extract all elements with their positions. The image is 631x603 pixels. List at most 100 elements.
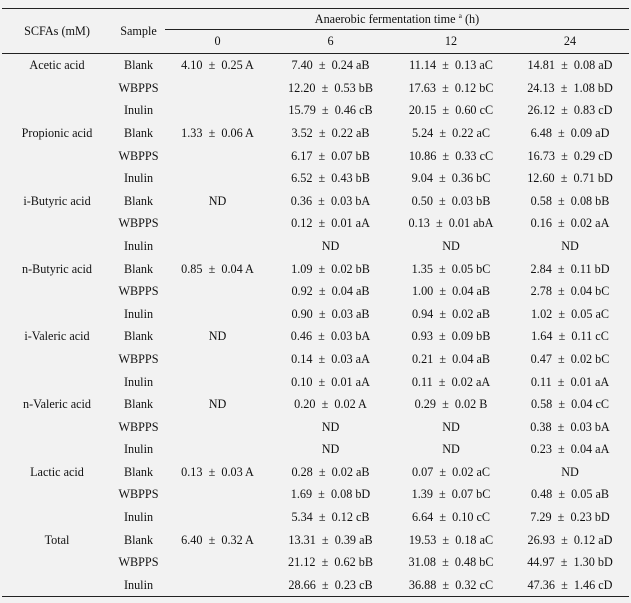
value-cell-6h: 13.31 ± 0.39 aB <box>288 532 373 547</box>
value-cell-0h <box>165 551 270 574</box>
value-cell-24h: 1.64 ± 0.11 cC <box>531 329 609 344</box>
value-cell-0h <box>165 370 270 393</box>
value-cell-12h: 19.53 ± 0.18 aC <box>408 532 494 547</box>
table-row: n-Valeric acid Blank ND 0.20 ± 0.02 A 0.29 ±… <box>2 393 629 416</box>
value-cell-6h: 12.20 ± 0.53 bB <box>288 80 373 95</box>
value-cell-6h: 15.79 ± 0.46 cB <box>288 103 373 118</box>
value-cell-0h <box>165 416 270 439</box>
header-time-0: 0 <box>214 34 221 49</box>
value-cell-0h: ND <box>208 397 227 412</box>
table-row: WBPPS 0.14 ± 0.03 aA 0.21 ± 0.04 aB 0.47 ± … <box>2 348 629 371</box>
acid-cell: Acetic acid <box>29 58 85 73</box>
value-cell-24h: 26.12 ± 0.83 cD <box>527 103 613 118</box>
sample-cell: WBPPS <box>118 351 159 366</box>
value-cell-0h <box>165 438 270 461</box>
sample-cell: Blank <box>123 397 154 412</box>
value-cell-0h: 1.33 ± 0.06 A <box>181 125 254 140</box>
value-cell-24h: 24.13 ± 1.08 bD <box>527 80 613 95</box>
value-cell-24h: 44.97 ± 1.30 bD <box>527 555 613 570</box>
header-time-unit: (h) <box>465 12 480 27</box>
value-cell-24h: 0.58 ± 0.04 cC <box>530 397 610 412</box>
acid-cell: i-Valeric acid <box>24 329 90 344</box>
sample-cell: Inulin <box>123 306 154 321</box>
header-time-label: Anaerobic fermentation time <box>314 12 456 27</box>
value-cell-12h: 6.64 ± 0.10 cC <box>411 510 491 525</box>
value-cell-6h: ND <box>321 238 340 253</box>
table-row: Inulin 0.90 ± 0.03 aB 0.94 ± 0.02 aB 1.02 ±… <box>2 303 629 326</box>
table-row: Total Blank 6.40 ± 0.32 A 13.31 ± 0.39 aB 19… <box>2 528 629 551</box>
value-cell-6h: 1.09 ± 0.02 bB <box>291 261 370 276</box>
sample-cell: WBPPS <box>118 555 159 570</box>
sample-cell: Inulin <box>123 374 154 389</box>
sample-cell: Inulin <box>123 442 154 457</box>
header-time-sup: a <box>458 11 462 21</box>
value-cell-6h: 6.17 ± 0.07 bB <box>291 148 370 163</box>
value-cell-24h: 47.36 ± 1.46 cD <box>527 577 613 592</box>
value-cell-6h: 3.52 ± 0.22 aB <box>291 125 370 140</box>
acid-cell <box>2 235 112 258</box>
value-cell-0h: 0.13 ± 0.03 A <box>181 464 254 479</box>
table-row: n-Butyric acid Blank 0.85 ± 0.04 A 1.09 ± 0… <box>2 257 629 280</box>
table-row: Inulin ND ND ND <box>2 235 629 258</box>
value-cell-12h: 20.15 ± 0.60 cC <box>408 103 494 118</box>
value-cell-12h: 0.50 ± 0.03 bB <box>411 193 491 208</box>
value-cell-24h: 0.47 ± 0.02 bC <box>530 351 610 366</box>
table-row: Inulin 5.34 ± 0.12 cB 6.64 ± 0.10 cC 7.29 ±… <box>2 506 629 529</box>
value-cell-6h: 0.20 ± 0.02 A <box>294 397 367 412</box>
acid-cell <box>2 212 112 235</box>
value-cell-24h: 16.73 ± 0.29 cD <box>527 148 613 163</box>
value-cell-0h <box>165 483 270 506</box>
value-cell-24h: 0.16 ± 0.02 aA <box>530 216 610 231</box>
table-row: Inulin ND ND 0.23 ± 0.04 aA <box>2 438 629 461</box>
acid-cell <box>2 280 112 303</box>
table-row: i-Butyric acid Blank ND 0.36 ± 0.03 bA 0.50 … <box>2 190 629 213</box>
value-cell-12h: 0.29 ± 0.02 B <box>414 397 488 412</box>
value-cell-12h: 17.63 ± 0.12 bC <box>408 80 494 95</box>
value-cell-24h: 0.38 ± 0.03 bA <box>530 419 610 434</box>
value-cell-6h: 21.12 ± 0.62 bB <box>288 555 373 570</box>
value-cell-12h: 0.93 ± 0.09 bB <box>411 329 491 344</box>
sample-cell: WBPPS <box>118 419 159 434</box>
acid-cell <box>2 483 112 506</box>
value-cell-0h <box>165 280 270 303</box>
acid-cell <box>2 438 112 461</box>
value-cell-12h: 9.04 ± 0.36 bC <box>411 171 491 186</box>
acid-cell <box>2 167 112 190</box>
sample-cell: Blank <box>123 329 154 344</box>
table-row: WBPPS 0.12 ± 0.01 aA 0.13 ± 0.01 abA 0.16 ±… <box>2 212 629 235</box>
value-cell-12h: 1.35 ± 0.05 bC <box>411 261 491 276</box>
header-time-12: 12 <box>444 34 458 49</box>
sample-cell: Inulin <box>123 510 154 525</box>
value-cell-12h: ND <box>442 238 460 253</box>
value-cell-0h <box>165 303 270 326</box>
value-cell-12h: 11.14 ± 0.13 aC <box>409 58 493 73</box>
value-cell-12h: 0.07 ± 0.02 aC <box>411 464 491 479</box>
acid-cell <box>2 303 112 326</box>
sample-cell: WBPPS <box>118 487 159 502</box>
acid-cell <box>2 348 112 371</box>
value-cell-12h: 0.13 ± 0.01 abA <box>408 216 494 231</box>
value-cell-24h: 0.23 ± 0.04 aA <box>530 442 610 457</box>
table-row: Acetic acid Blank 4.10 ± 0.25 A 7.40 ± 0.24… <box>2 54 629 77</box>
value-cell-0h: 4.10 ± 0.25 A <box>181 58 254 73</box>
value-cell-12h: ND <box>442 442 460 457</box>
acid-cell <box>2 77 112 100</box>
sample-cell: Blank <box>123 261 154 276</box>
header-time-6: 6 <box>327 34 334 49</box>
value-cell-12h: ND <box>442 419 460 434</box>
value-cell-24h: 1.02 ± 0.05 aC <box>530 306 610 321</box>
value-cell-24h: 26.93 ± 0.12 aD <box>527 532 613 547</box>
header-sample: Sample <box>120 23 157 38</box>
value-cell-12h: 31.08 ± 0.48 bC <box>408 555 494 570</box>
value-cell-0h <box>165 77 270 100</box>
sample-cell: Blank <box>123 193 154 208</box>
value-cell-24h: 7.29 ± 0.23 bD <box>530 510 610 525</box>
sample-cell: Inulin <box>123 171 154 186</box>
acid-cell <box>2 574 112 597</box>
value-cell-24h: 2.78 ± 0.04 bC <box>530 284 610 299</box>
table-row: Inulin 0.10 ± 0.01 aA 0.11 ± 0.02 aA 0.11 ±… <box>2 370 629 393</box>
value-cell-6h: 0.92 ± 0.04 aB <box>291 284 370 299</box>
sample-cell: Inulin <box>123 103 154 118</box>
value-cell-24h: 12.60 ± 0.71 bD <box>527 171 613 186</box>
